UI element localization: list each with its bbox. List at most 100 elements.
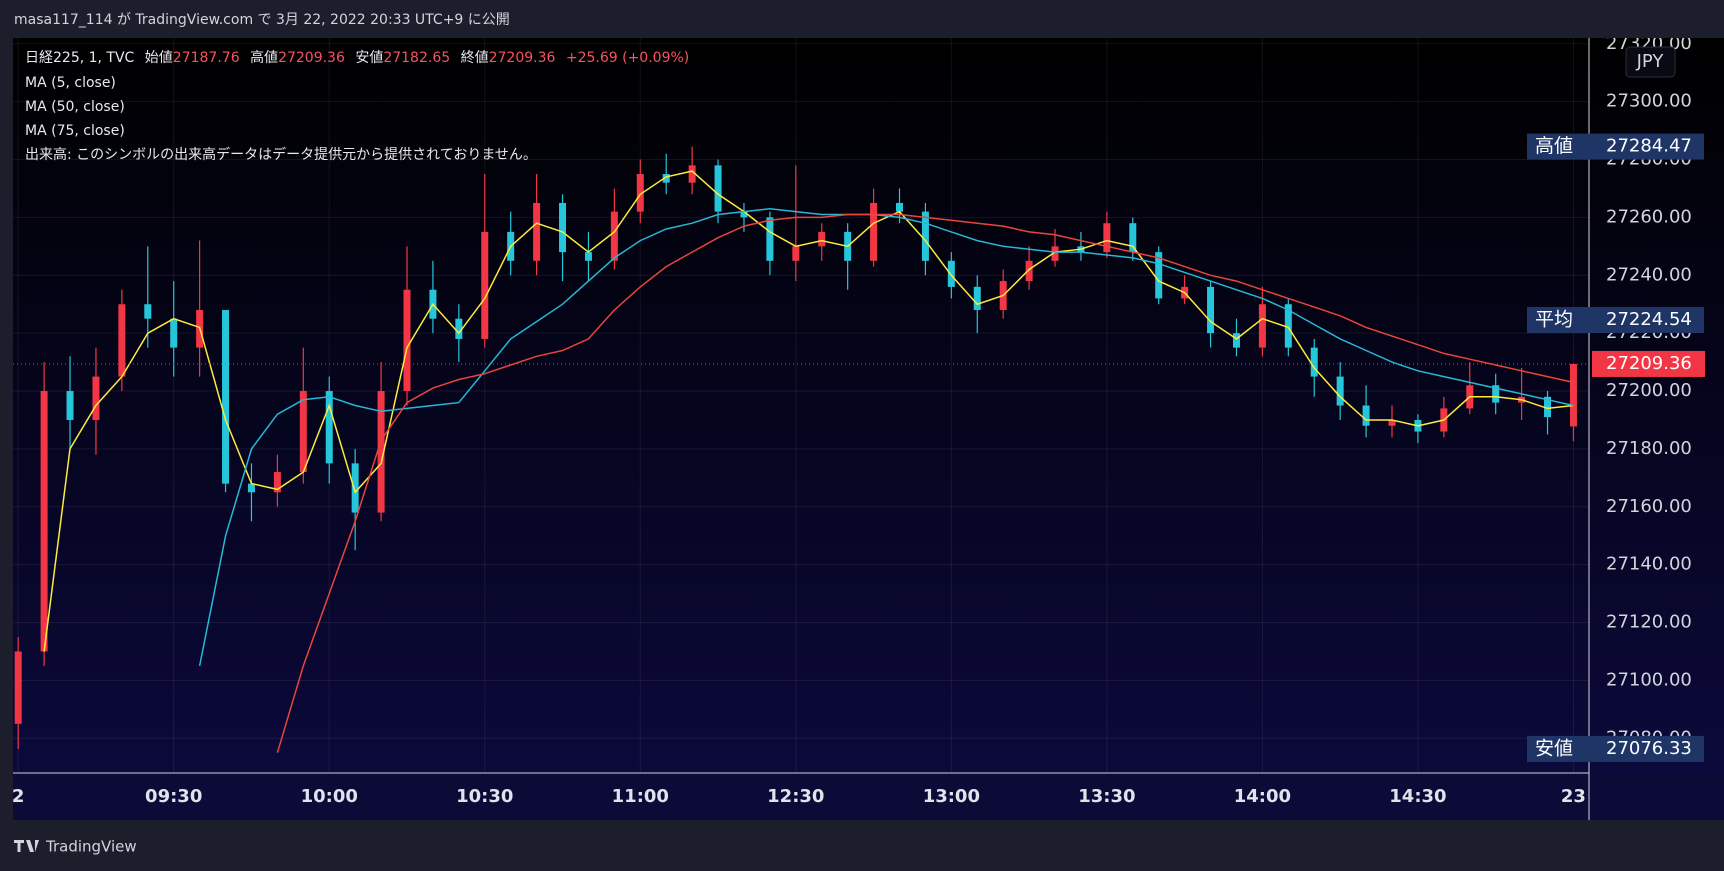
candle-body [92,376,100,420]
y-tick-label: 27300.00 [1606,91,1692,112]
currency-badge [1625,46,1676,78]
candle-body [247,483,255,493]
price-marker-label: 平均 [1535,309,1573,331]
candle-body [170,318,178,348]
candle-body [1051,246,1059,261]
candle-body [14,651,22,724]
candle-body [377,391,385,513]
candle-body [1284,304,1292,348]
candle-body [559,202,567,253]
candle-body [610,211,618,261]
volume-notice: 出来高: このシンボルの出来高データはデータ提供元から提供されておりません。 [25,146,537,163]
price-marker [1527,307,1704,334]
candle-body [325,391,333,464]
candle-body [1336,376,1344,406]
x-tick-label: 13:00 [923,786,980,807]
ma-line [276,213,1574,753]
price-marker-value: 27224.54 [1606,309,1692,330]
time-axis: 2 09:30 10:00 10:30 11:00 12:30 13:00 13:30 14:0… [12,786,1586,807]
candle-body [870,202,878,261]
candle-body [299,391,307,473]
candle-body [896,202,903,212]
x-tick-label: 2 [12,786,25,807]
x-tick-label: 10:30 [456,786,513,807]
candle-body [1103,223,1111,253]
current-price-value: 27209.36 [1606,353,1692,374]
candle-body [636,174,644,212]
price-marker-label: 安値 [1535,737,1573,759]
grid [13,38,1589,773]
candle-body [818,231,826,247]
x-tick-label: 13:30 [1078,786,1135,807]
x-tick-label: 11:00 [612,786,669,807]
x-tick-label: 14:00 [1234,786,1291,807]
candle-body [1129,223,1137,253]
open-label: 始値 [145,50,173,66]
symbol: 日経225, 1, TVC [25,50,135,66]
y-tick-label: 27120.00 [1606,612,1692,633]
candle-body [1155,252,1163,299]
change: +25.69 (+0.09%) [566,50,689,66]
candle-body [1362,405,1370,426]
ohlc-legend: 日経225, 1, TVC 始値27187.76 高値 27209.36 安値27… [25,49,689,66]
candle-body [533,202,541,261]
price-marker-label: 高値 [1535,135,1573,157]
x-tick-label: 10:00 [301,786,358,807]
low-value: 27182.65 [383,50,450,66]
candle-body [973,286,981,311]
candle-body [455,318,463,339]
candle-body [584,252,592,261]
candle-body [1310,347,1318,377]
price-marker-value: 27076.33 [1606,738,1692,759]
price-marker [1527,735,1704,762]
y-tick-label: 27200.00 [1606,380,1692,401]
x-tick-label: 12:30 [767,786,824,807]
close-label: 終値 [461,50,489,66]
legend-entry: MA (75, close) [25,123,125,139]
candle-body [273,472,281,493]
candle-body [222,310,230,484]
candle-body [714,165,722,212]
publish-info: masa117_114 が TradingView.com で 3月 22, 2… [14,12,510,28]
high-label: 高値 [250,49,278,66]
candle-body [351,463,359,513]
legend-entry: MA (5, close) [25,75,116,91]
ma-line [198,207,1574,667]
low-label: 安値 [355,50,383,66]
x-tick-label: 14:30 [1389,786,1446,807]
ma-line [43,170,1574,652]
y-tick-label: 27140.00 [1606,554,1692,575]
candle-body [1232,333,1240,348]
candle-body [403,289,411,392]
time-axis-background [13,773,1724,820]
y-tick-label: 27160.00 [1606,496,1692,517]
candle-body [662,174,670,183]
candle-body [40,391,48,652]
candle-body [1569,363,1577,427]
y-tick-label: 27180.00 [1606,438,1692,459]
close-value: 27209.36 [489,50,556,66]
y-tick-label: 27260.00 [1606,206,1692,227]
candle-body [144,304,152,319]
candle-body [118,304,126,377]
candle-body [792,246,800,261]
candle-body [947,260,955,287]
candle-body [1025,260,1033,282]
chart-background [13,38,1724,820]
current-price-badge [1592,350,1705,377]
open-value: 27187.76 [173,50,240,66]
candle-body [481,231,489,339]
candle-body [1544,396,1552,418]
candle-body [688,165,696,183]
y-tick-label: 27240.00 [1606,264,1692,285]
legend-entry: MA (50, close) [25,99,125,115]
candle-body [1207,286,1215,334]
price-marker [1527,133,1704,160]
candle-body [766,217,774,261]
price-badges: 高値 27284.47 平均 27224.54 安値 27076.33 27209.36 [1527,133,1705,762]
candle-body [921,211,929,261]
candle-body [740,211,748,218]
brand-logo [14,840,39,852]
